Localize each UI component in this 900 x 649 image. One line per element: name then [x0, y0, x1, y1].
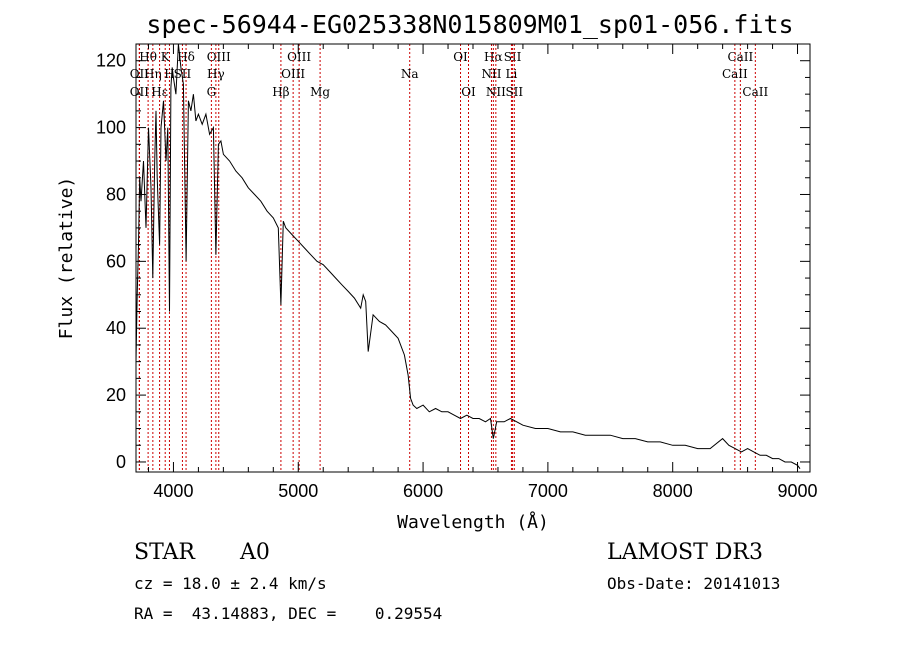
marker-label-16: Na — [401, 67, 419, 81]
y-tick-label-120: 120 — [96, 51, 126, 71]
marker-label-21: NII — [486, 85, 506, 99]
marker-label-20: NII — [481, 67, 501, 81]
spectrum-line — [135, 43, 801, 469]
x-tick-label-4000: 4000 — [153, 481, 193, 501]
x-tick-label-6000: 6000 — [403, 481, 443, 501]
marker-label-22: SII — [504, 50, 522, 64]
marker-label-3: Hη — [144, 67, 162, 81]
redshift-cz: cz = 18.0 ± 2.4 km/s — [134, 574, 327, 593]
object-subclass: A0 — [240, 540, 270, 565]
x-tick-label-5000: 5000 — [278, 481, 318, 501]
marker-label-4: Hε — [151, 85, 168, 99]
x-tick-label-8000: 8000 — [653, 481, 693, 501]
marker-label-6: H — [164, 67, 174, 81]
y-tick-label-100: 100 — [96, 118, 126, 138]
object-class: STAR — [134, 540, 195, 565]
marker-label-9: OIII — [207, 50, 231, 64]
y-tick-label-80: 80 — [106, 184, 126, 204]
marker-label-15: Mg — [310, 85, 330, 99]
spectrum-series — [135, 43, 801, 469]
marker-label-25: CaII — [727, 50, 753, 64]
x-axis-label: Wavelength (Å) — [397, 511, 549, 533]
marker-label-11: G — [207, 85, 217, 99]
marker-label-7: Hδ — [177, 50, 195, 64]
marker-label-14: OIII — [281, 67, 305, 81]
coordinates: RA = 43.14883, DEC = 0.29554 — [134, 604, 443, 623]
x-tick-label-9000: 9000 — [777, 481, 817, 501]
y-tick-label-60: 60 — [106, 251, 126, 271]
marker-label-2: OII — [130, 85, 150, 99]
observation-date: Obs-Date: 20141013 — [607, 574, 781, 593]
marker-label-17: OI — [453, 50, 468, 64]
marker-label-18: OI — [461, 85, 476, 99]
marker-label-5: K — [161, 50, 171, 64]
marker-label-24: SII — [505, 85, 523, 99]
marker-label-12: Hβ — [272, 85, 289, 99]
marker-label-23: Li — [506, 67, 518, 81]
marker-label-0: Hθ — [139, 50, 157, 64]
y-tick-label-0: 0 — [116, 452, 126, 472]
y-tick-label-40: 40 — [106, 318, 126, 338]
marker-label-13: OIII — [287, 50, 311, 64]
axis-ticks: 4000 5000 6000 7000 8000 9000 0 20 40 60 80 100 120 — [96, 44, 818, 501]
marker-label-19: Hα — [484, 50, 503, 64]
x-tick-label-7000: 7000 — [528, 481, 568, 501]
survey-name: LAMOST DR3 — [607, 540, 763, 565]
marker-label-27: CaII — [742, 85, 768, 99]
plot-frame — [135, 43, 811, 473]
marker-label-26: CaII — [722, 67, 748, 81]
y-tick-label-20: 20 — [106, 385, 126, 405]
y-axis-label: Flux (relative) — [56, 177, 77, 340]
marker-label-10: Hγ — [207, 67, 225, 81]
chart-title: spec-56944-EG025338N015809M01_sp01-056.f… — [146, 10, 793, 39]
marker-label-8: SII — [174, 67, 192, 81]
